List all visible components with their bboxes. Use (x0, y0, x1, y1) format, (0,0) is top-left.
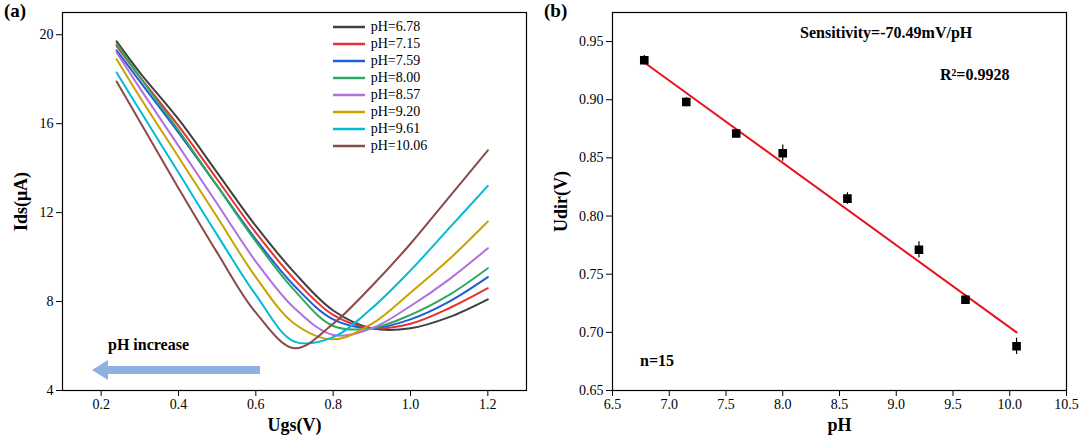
svg-text:1.2: 1.2 (479, 397, 497, 412)
svg-text:7.0: 7.0 (661, 397, 679, 412)
svg-text:0.65: 0.65 (579, 383, 604, 398)
svg-text:pH: pH (827, 415, 851, 435)
html-text:pH=9.61: pH=9.61 (370, 120, 421, 136)
svg-text:9.0: 9.0 (888, 397, 906, 412)
svg-text:0.4: 0.4 (170, 397, 188, 412)
svg-text:10.0: 10.0 (998, 397, 1023, 412)
svg-text:0.6: 0.6 (247, 397, 264, 412)
svg-text:0.95: 0.95 (579, 34, 604, 49)
html-text:R²=0.9928: R²=0.9928 (940, 66, 1010, 83)
svg-text:8.5: 8.5 (831, 397, 849, 412)
html-text:pH increase: pH increase (108, 336, 189, 353)
svg-text:12: 12 (40, 205, 54, 220)
svg-text:0.75: 0.75 (579, 267, 604, 282)
svg-text:0.80: 0.80 (579, 209, 604, 224)
svg-text:16: 16 (40, 116, 54, 131)
svg-text:0.8: 0.8 (324, 397, 342, 412)
html-text:pH=10.06: pH=10.06 (370, 137, 428, 153)
svg-text:9.5: 9.5 (944, 397, 962, 412)
svg-text:6.5: 6.5 (604, 397, 622, 412)
html-text:pH=9.20: pH=9.20 (370, 103, 421, 119)
svg-text:Ugs(V): Ugs(V) (268, 415, 322, 436)
svg-text:7.5: 7.5 (717, 397, 735, 412)
svg-text:4: 4 (47, 383, 54, 398)
svg-text:0.90: 0.90 (579, 92, 604, 107)
svg-text:20: 20 (40, 27, 54, 42)
svg-text:0.85: 0.85 (579, 150, 604, 165)
html-text:(b): (b) (544, 0, 568, 21)
html-text:pH=7.59: pH=7.59 (370, 52, 421, 68)
svg-text:8: 8 (47, 294, 54, 309)
svg-text:8.0: 8.0 (774, 397, 792, 412)
html-text:pH=8.57: pH=8.57 (370, 86, 421, 102)
svg-text:1.0: 1.0 (402, 397, 420, 412)
svg-text:0.2: 0.2 (92, 397, 110, 412)
html-text:Sensitivity=-70.49mV/pH: Sensitivity=-70.49mV/pH (800, 24, 973, 41)
html-text:pH=7.15: pH=7.15 (370, 35, 421, 51)
svg-text:10.5: 10.5 (1054, 397, 1079, 412)
html-text:n=15: n=15 (640, 352, 674, 369)
html-text:pH=6.78: pH=6.78 (370, 18, 421, 34)
svg-text:Udir(V): Udir(V) (551, 171, 572, 232)
svg-text:Ids(μA): Ids(μA) (11, 172, 32, 231)
svg-text:0.70: 0.70 (579, 325, 604, 340)
html-text:(a): (a) (4, 0, 27, 21)
html-text:pH=8.00: pH=8.00 (370, 69, 421, 85)
